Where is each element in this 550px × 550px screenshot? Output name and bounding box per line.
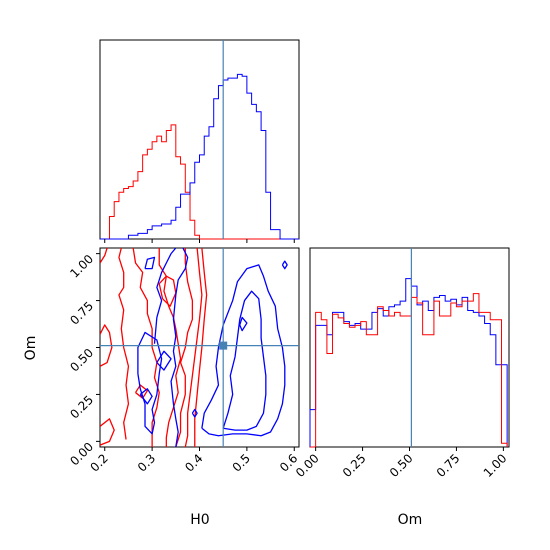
h0-x-tick-label: 0.4 — [182, 451, 205, 474]
om-y-tick-label: 0.50 — [67, 346, 96, 375]
contour-blue-line — [201, 264, 286, 437]
contour-blue-line — [191, 408, 198, 418]
contour-red-line — [175, 248, 194, 447]
h0-axis-title: H0 — [190, 512, 209, 528]
om-x-tick-label: 0.00 — [293, 451, 322, 480]
h0-hist-blue-series — [100, 73, 299, 240]
contour-red-line — [100, 248, 108, 264]
h0-hist-red-series — [100, 124, 299, 240]
contour-blue-line — [156, 350, 172, 371]
h0-x-tick-label: 0.2 — [87, 451, 110, 474]
contour-lines — [100, 248, 288, 447]
om-x-tick-label: 0.50 — [387, 451, 416, 480]
contour-blue-line — [222, 290, 267, 431]
om-axis-title: Om — [398, 512, 423, 528]
contour-truth-marker — [219, 341, 228, 350]
h0-histogram-frame — [99, 39, 300, 240]
contour-red-line — [184, 248, 203, 447]
contour-panel — [99, 247, 300, 448]
contour-red-line — [158, 248, 182, 447]
h0-histogram-panel — [99, 39, 300, 240]
contour-red-line — [100, 324, 113, 367]
om-y-tick-label: 0.75 — [67, 299, 96, 328]
om-histogram-frame — [309, 247, 510, 448]
om-y-axis-title: Om — [23, 336, 39, 361]
om-hist-red-series — [310, 293, 508, 448]
contour-blue-line — [144, 256, 156, 270]
contour-red-line — [134, 384, 149, 399]
om-y-tick-label: 0.25 — [67, 393, 96, 422]
contour-frame — [99, 247, 300, 448]
om-x-tick-label: 1.00 — [481, 451, 510, 480]
contour-blue-line — [137, 331, 163, 435]
h0-x-tick-label: 0.3 — [135, 451, 158, 474]
contour-blue-line — [239, 316, 248, 332]
contour-blue-line — [170, 248, 189, 447]
om-x-tick-label: 0.75 — [434, 451, 463, 480]
h0-x-tick-label: 0.5 — [230, 451, 253, 474]
contour-blue-line — [281, 260, 288, 270]
contour-blue-line — [153, 248, 177, 344]
contour-red-line — [100, 418, 115, 446]
om-y-tick-label: 1.00 — [67, 252, 96, 281]
contour-blue-line — [139, 388, 153, 405]
om-x-tick-label: 0.25 — [340, 451, 369, 480]
contour-red-line — [118, 248, 130, 440]
om-histogram-panel — [309, 247, 510, 448]
